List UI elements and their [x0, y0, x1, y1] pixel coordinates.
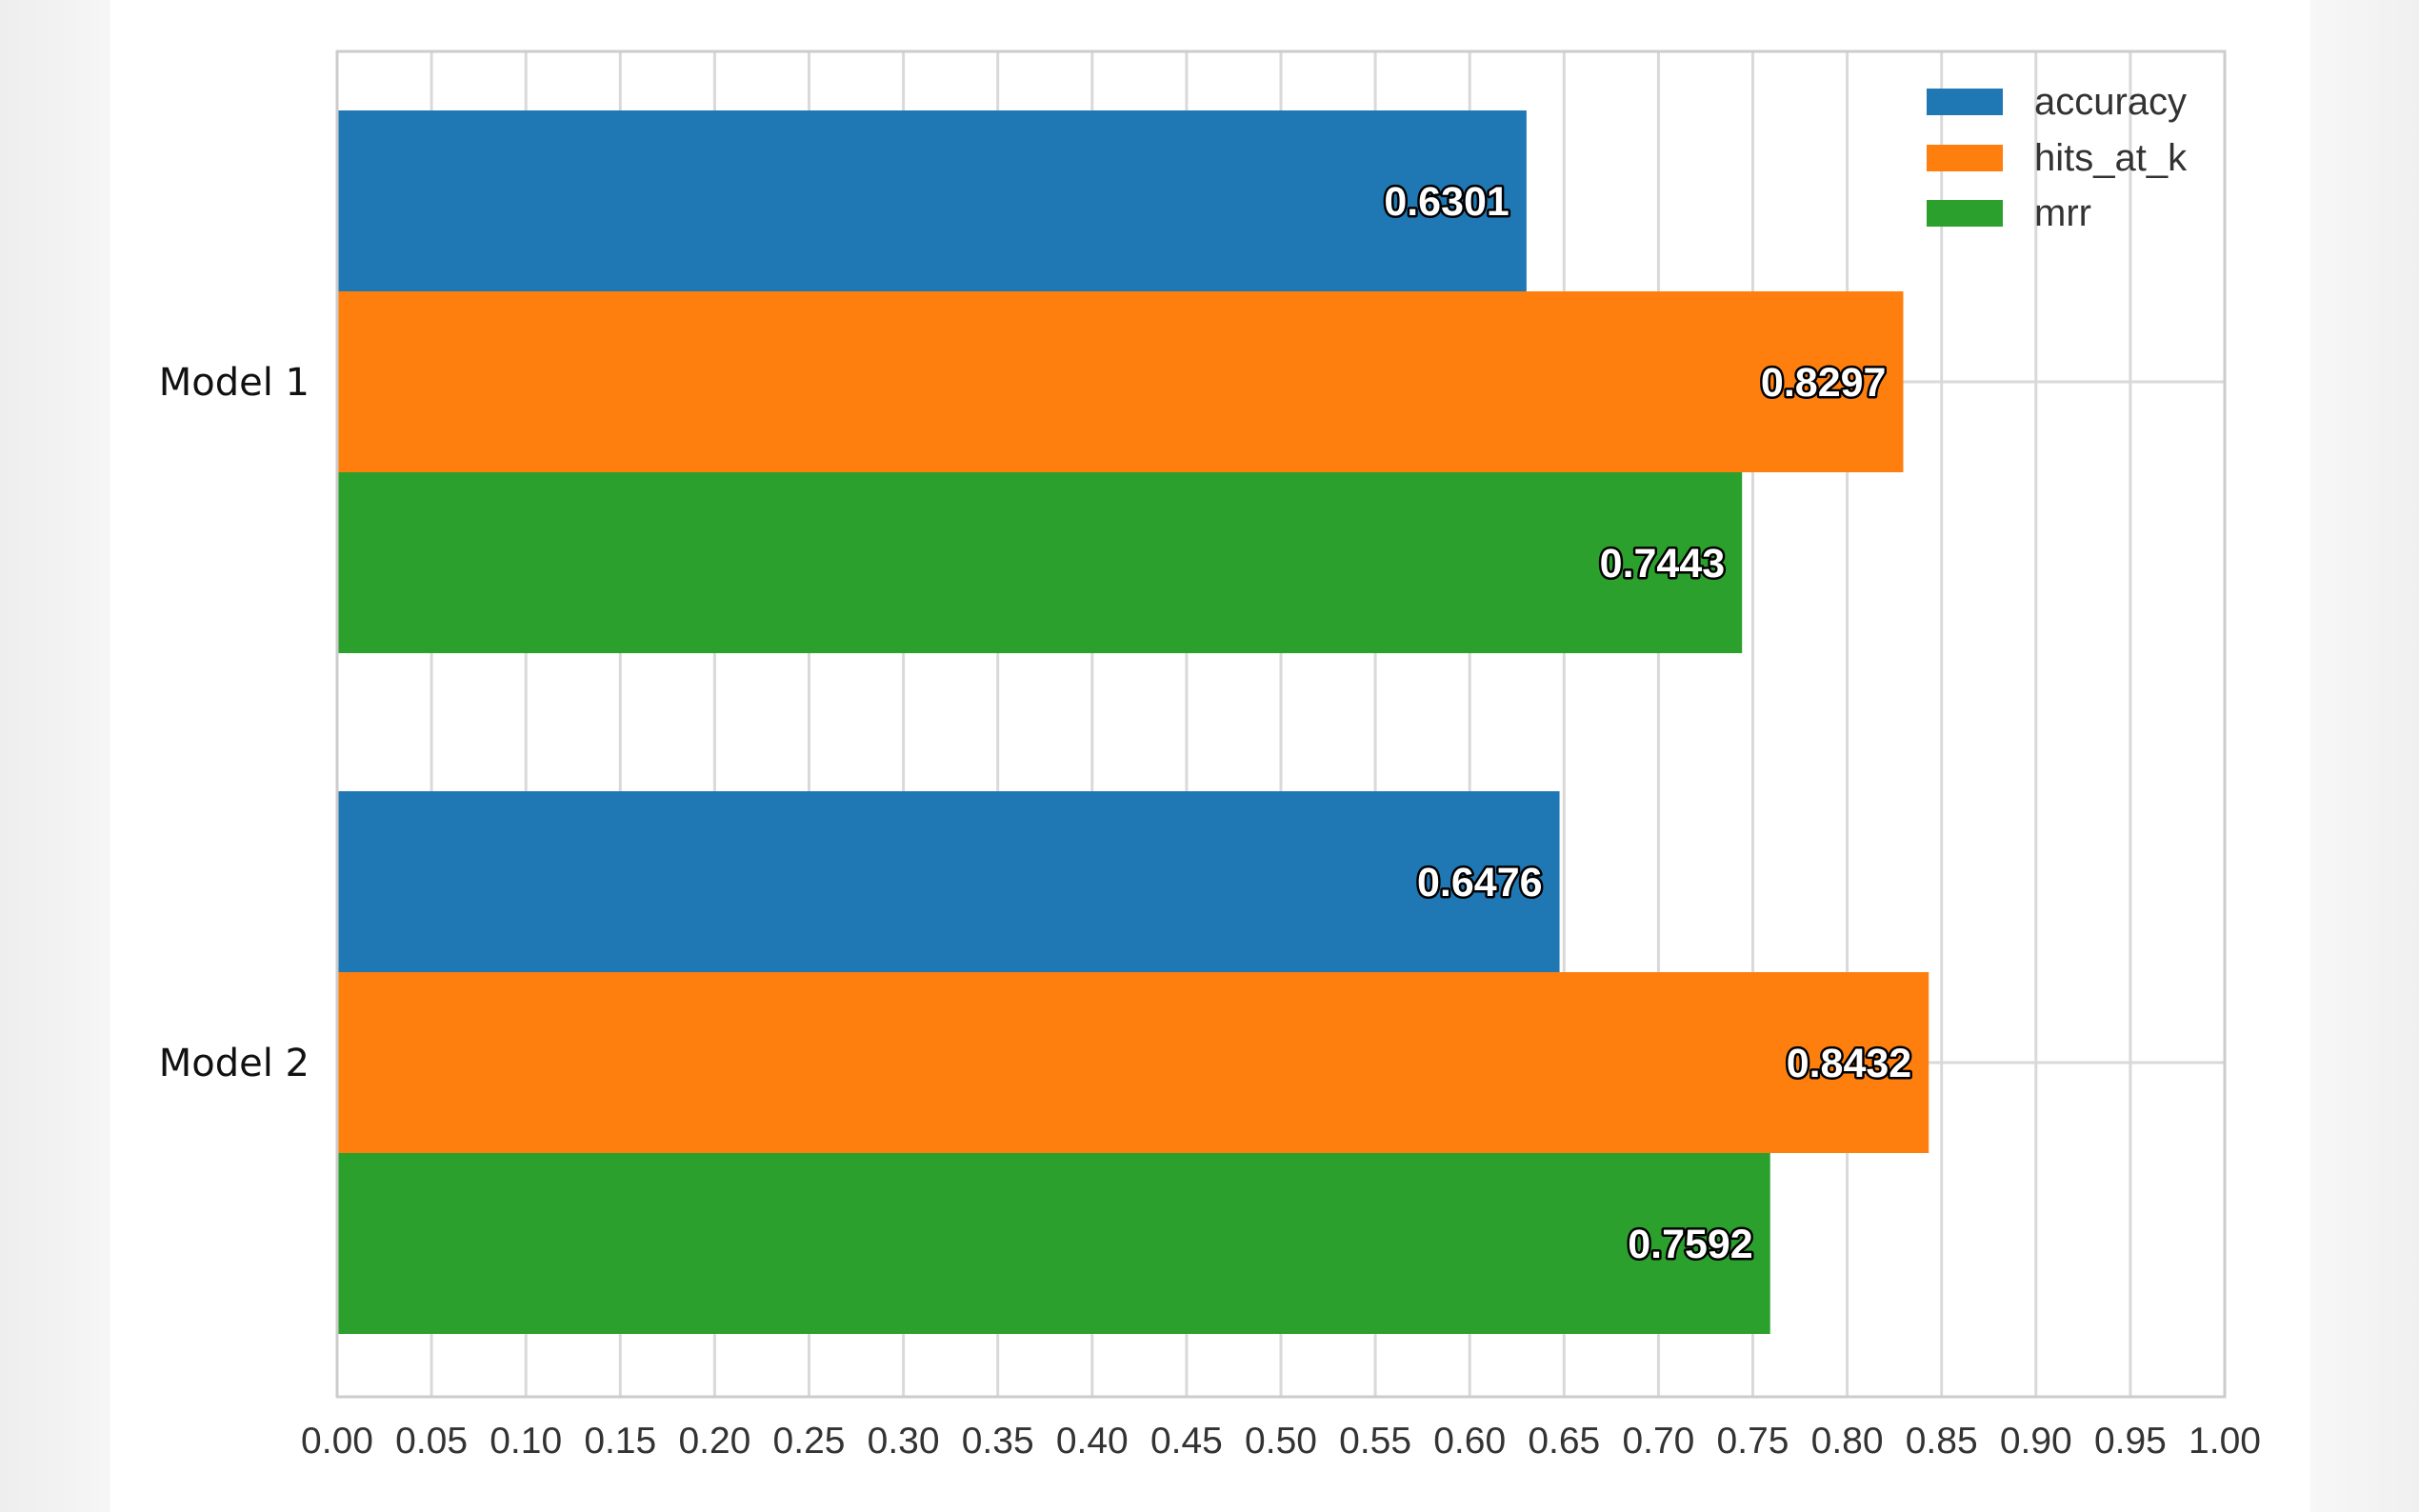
x-tick-label-1: 0.05 [395, 1421, 468, 1462]
x-tick-label-17: 0.85 [1906, 1421, 1978, 1462]
bar-value-label-mrr-2: 0.7592 [1628, 1222, 1753, 1267]
x-tick-label-4: 0.20 [678, 1421, 750, 1462]
legend-label-mrr: mrr [2034, 192, 2091, 234]
bar-value-label-mrr-1: 0.7443 [1600, 541, 1726, 587]
bar-hits-at-k-1 [337, 291, 1904, 472]
plot-frame [335, 50, 2227, 1399]
bar-accuracy-1 [337, 110, 1527, 291]
category-label-2: Model 2 [159, 1042, 310, 1085]
x-tick-label-8: 0.40 [1056, 1421, 1129, 1462]
x-tick-label-20: 1.00 [2189, 1421, 2261, 1462]
x-tick-label-3: 0.15 [584, 1421, 656, 1462]
x-tick-label-12: 0.60 [1433, 1421, 1506, 1462]
bar-mrr-1 [337, 472, 1743, 653]
bar-value-label-accuracy-1: 0.6301 [1384, 179, 1509, 225]
x-tick-label-18: 0.90 [2000, 1421, 2072, 1462]
x-tick-label-2: 0.10 [490, 1421, 562, 1462]
x-tick-label-0: 0.00 [301, 1421, 373, 1462]
category-label-1: Model 1 [159, 361, 310, 405]
x-tick-label-16: 0.80 [1811, 1421, 1884, 1462]
x-tick-label-14: 0.70 [1622, 1421, 1694, 1462]
legend-swatch-mrr [1927, 200, 2003, 227]
bars: 0.6301 0.8297 0.7443 0.6476 0.8432 0.7592 [337, 110, 1929, 1334]
x-tick-label-7: 0.35 [962, 1421, 1034, 1462]
y-axis-categories: Model 1 Model 2 [159, 361, 310, 1085]
x-tick-label-15: 0.75 [1717, 1421, 1789, 1462]
x-tick-label-6: 0.30 [868, 1421, 940, 1462]
bar-value-label-hits-at-k-1: 0.8297 [1761, 360, 1887, 406]
x-tick-label-19: 0.95 [2094, 1421, 2167, 1462]
bar-accuracy-2 [337, 791, 1560, 972]
x-tick-label-11: 0.55 [1339, 1421, 1411, 1462]
bar-mrr-2 [337, 1153, 1770, 1334]
x-tick-label-5: 0.25 [773, 1421, 846, 1462]
legend-swatch-accuracy [1927, 89, 2003, 115]
x-tick-label-9: 0.45 [1150, 1421, 1223, 1462]
x-tick-label-13: 0.65 [1528, 1421, 1600, 1462]
legend-label-accuracy: accuracy [2034, 81, 2187, 123]
legend-label-hits-at-k: hits_at_k [2034, 137, 2188, 179]
bar-hits-at-k-2 [337, 972, 1929, 1153]
bar-value-label-accuracy-2: 0.6476 [1417, 860, 1543, 905]
x-axis-ticks: 0.00 0.05 0.10 0.15 0.20 0.25 0.30 0.35 0.40 0.45… [301, 1421, 2261, 1462]
bar-value-label-hits-at-k-2: 0.8432 [1787, 1041, 1912, 1086]
legend-swatch-hits-at-k [1927, 145, 2003, 171]
x-tick-label-10: 0.50 [1245, 1421, 1317, 1462]
